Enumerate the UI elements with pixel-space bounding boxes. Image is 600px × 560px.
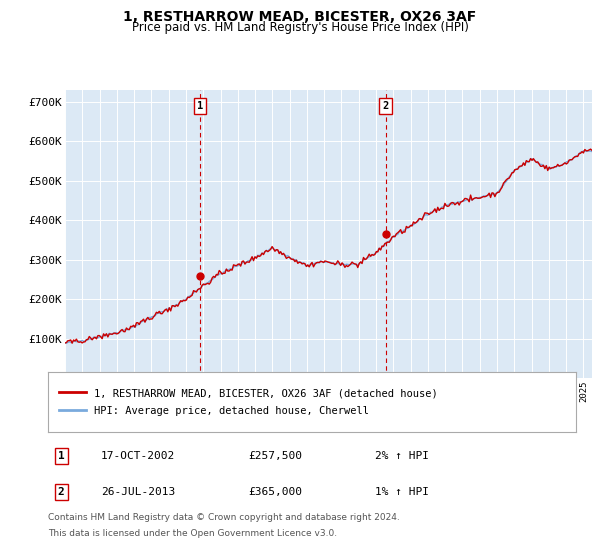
Text: 17-OCT-2002: 17-OCT-2002 [101,451,175,461]
Legend: 1, RESTHARROW MEAD, BICESTER, OX26 3AF (detached house), HPI: Average price, det: 1, RESTHARROW MEAD, BICESTER, OX26 3AF (… [53,382,444,422]
Text: Contains HM Land Registry data © Crown copyright and database right 2024.: Contains HM Land Registry data © Crown c… [48,513,400,522]
Text: 1, RESTHARROW MEAD, BICESTER, OX26 3AF: 1, RESTHARROW MEAD, BICESTER, OX26 3AF [124,10,476,24]
Text: 26-JUL-2013: 26-JUL-2013 [101,487,175,497]
Text: 1% ↑ HPI: 1% ↑ HPI [376,487,430,497]
Text: 2: 2 [382,101,389,111]
Text: 1: 1 [58,451,65,461]
Text: 1: 1 [197,101,203,111]
Text: £257,500: £257,500 [248,451,302,461]
Text: £365,000: £365,000 [248,487,302,497]
Text: This data is licensed under the Open Government Licence v3.0.: This data is licensed under the Open Gov… [48,529,337,538]
Text: 2% ↑ HPI: 2% ↑ HPI [376,451,430,461]
Text: Price paid vs. HM Land Registry's House Price Index (HPI): Price paid vs. HM Land Registry's House … [131,21,469,34]
Text: 2: 2 [58,487,65,497]
